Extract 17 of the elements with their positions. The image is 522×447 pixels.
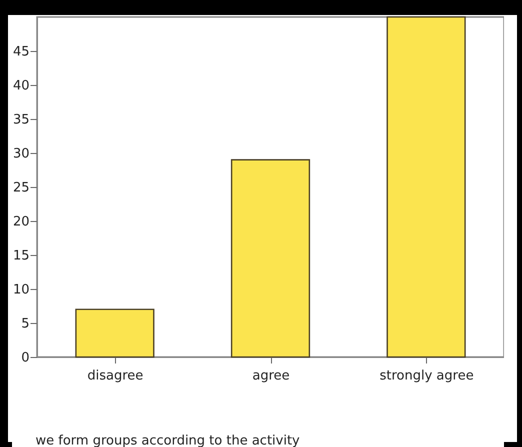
x-tick-label: strongly agree	[380, 368, 474, 384]
y-tick-label: 35	[12, 112, 30, 128]
bar	[75, 308, 154, 358]
bar	[386, 16, 466, 358]
y-tick-label: 0	[21, 350, 30, 366]
y-tick-label: 45	[12, 44, 30, 60]
y-tick-label: 5	[21, 316, 30, 332]
y-tick-label: 20	[12, 214, 30, 230]
y-tick-label: 40	[12, 78, 30, 94]
bar	[230, 159, 310, 358]
y-tick-label: 30	[12, 146, 30, 162]
x-tick-label: disagree	[87, 368, 144, 384]
y-tick-label: 25	[12, 180, 30, 196]
x-axis-title: we form groups according to the activity	[36, 434, 300, 447]
x-tick-label: agree	[252, 368, 290, 384]
y-tick-label: 10	[12, 282, 30, 298]
y-tick-label: 15	[12, 248, 30, 264]
